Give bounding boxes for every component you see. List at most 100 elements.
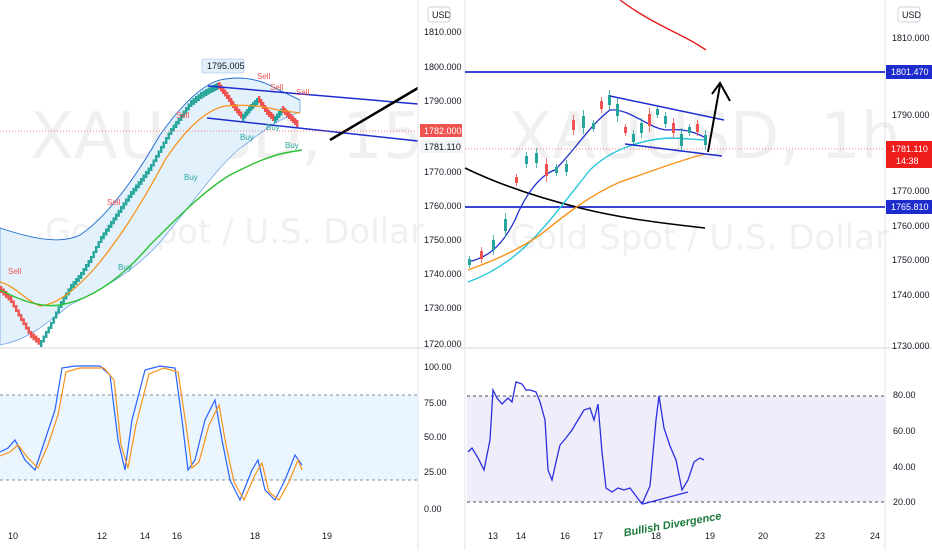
right-orange-ma	[467, 153, 706, 271]
renko-brick	[17, 309, 20, 317]
sell-signal: Sell	[8, 267, 22, 276]
current-price-tag-text: 1781.110	[891, 144, 928, 154]
candle-body	[664, 116, 667, 124]
left-time-tick: 18	[250, 531, 260, 541]
blue-ma	[467, 109, 707, 263]
buy-signal: Buy	[266, 123, 280, 132]
right-currency-box	[897, 6, 921, 23]
candle-body	[582, 116, 585, 128]
renko-brick	[230, 98, 233, 105]
renko-brick	[145, 171, 148, 178]
renko-brick	[187, 103, 190, 111]
renko-brick	[25, 322, 28, 330]
renko-brick	[234, 104, 237, 111]
renko-brick	[67, 288, 70, 296]
renko-brick	[264, 105, 267, 112]
left-osc-axis: 100.00 75.00 50.00 25.00 0.00	[424, 362, 452, 514]
candle-body	[525, 156, 528, 164]
candle-body	[656, 109, 659, 115]
renko-brick	[100, 236, 103, 243]
sell-signal: Sell	[270, 83, 284, 92]
renko-brick	[37, 337, 40, 345]
right-channel-lower	[624, 143, 723, 157]
renko-brick	[240, 111, 243, 119]
candle-body	[572, 120, 575, 130]
left-channel-upper	[207, 85, 419, 105]
renko-brick	[152, 159, 155, 167]
renko-brick	[207, 87, 210, 95]
renko-brick	[226, 92, 229, 99]
left-price-tag-red-text: 1782.000	[424, 126, 462, 136]
renko-brick	[15, 305, 18, 312]
renko-brick	[80, 272, 83, 279]
renko-brick	[70, 284, 73, 291]
left-price-tick: 1740.000	[424, 269, 462, 279]
left-price-tag-red	[420, 124, 462, 137]
renko-brick	[175, 121, 178, 128]
stoch-d	[0, 367, 303, 502]
left-price-axis: 1810.000 1800.000 1790.000 1770.000 1760.000…	[424, 27, 462, 349]
candle-body	[555, 167, 558, 173]
renko-brick	[142, 174, 145, 182]
right-osc-tick: 40.00	[893, 462, 916, 472]
left-currency: USD	[432, 10, 452, 20]
renko-brick	[160, 146, 163, 153]
candle-body	[624, 127, 627, 133]
renko-brick	[296, 120, 299, 127]
renko-brick	[276, 113, 279, 121]
renko-brick	[200, 92, 203, 99]
left-osc-tick: 75.00	[424, 398, 447, 408]
candle-body	[696, 124, 699, 132]
renko-brick	[286, 110, 289, 117]
renko-brick	[294, 118, 297, 125]
renko-brick	[127, 194, 130, 202]
renko-brick	[192, 98, 195, 105]
lower-level-tag	[886, 200, 932, 214]
renko-brick	[212, 85, 215, 92]
renko-brick	[162, 141, 165, 149]
current-price-tag	[886, 141, 932, 168]
renko-brick	[218, 82, 221, 89]
renko-brick	[258, 96, 261, 103]
renko-brick	[246, 109, 249, 116]
renko-brick	[135, 184, 138, 192]
renko-brick	[85, 264, 88, 271]
left-price-tick: 1800.000	[424, 62, 462, 72]
renko-brick	[45, 331, 48, 338]
right-time-tick: 24	[870, 531, 880, 541]
renko-brick	[137, 181, 140, 189]
left-osc-tick: 50.00	[424, 432, 447, 442]
renko-brick	[180, 114, 183, 121]
right-candles	[468, 90, 707, 268]
right-price-tick: 1740.000	[892, 290, 930, 300]
renko-brick	[87, 260, 90, 267]
renko-brick	[120, 206, 123, 213]
renko-brick	[0, 286, 3, 293]
renko-brick	[147, 167, 150, 175]
right-time-tick: 14	[516, 531, 526, 541]
renko-brick	[165, 137, 168, 144]
renko-brick	[272, 114, 275, 121]
left-projection-arrow	[329, 86, 419, 142]
left-osc-tick: 25.00	[424, 467, 447, 477]
renko-brick	[157, 150, 160, 158]
renko-brick	[107, 224, 110, 232]
left-price-tick: 1790.000	[424, 96, 462, 106]
renko-brick	[50, 322, 53, 329]
candle-body	[672, 123, 675, 133]
renko-brick	[12, 300, 15, 308]
buy-signal: Buy	[240, 133, 254, 142]
right-time-tick: 20	[758, 531, 768, 541]
renko-brick	[95, 246, 98, 253]
renko-brick	[170, 128, 173, 135]
left-price-tick: 1760.000	[424, 201, 462, 211]
right-osc-axis: 80.00 60.00 40.00 20.00	[893, 390, 916, 507]
right-price-tick: 1810.000	[892, 33, 930, 43]
right-chart: XAUUSD, 1h Gold Spot / U.S. Dollar 1810.…	[464, 0, 932, 541]
right-time-axis: 13 14 16 17 18 19 20 23 24	[488, 531, 880, 541]
right-time-tick: 16	[560, 531, 570, 541]
stoch-k	[0, 365, 303, 502]
renko-brick	[117, 209, 120, 217]
